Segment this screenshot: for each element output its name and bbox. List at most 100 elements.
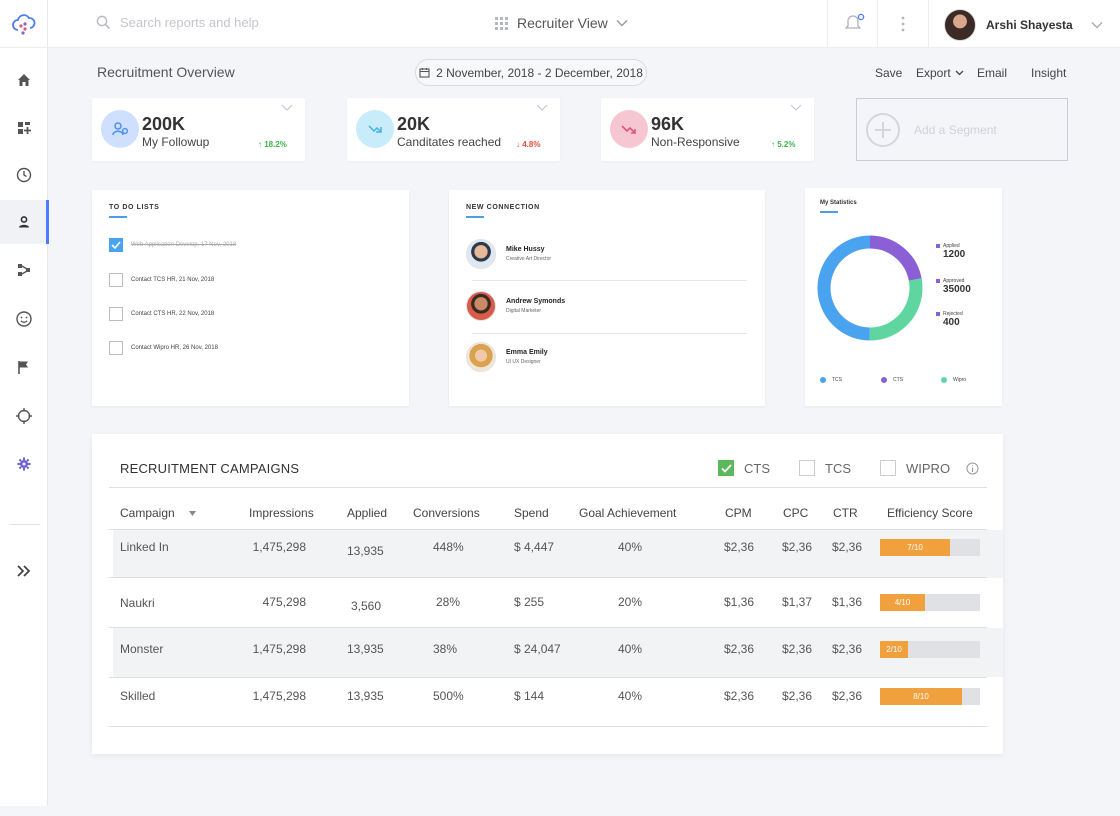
- chevron-down-icon[interactable]: [536, 104, 548, 111]
- todo-item[interactable]: Contact CTS HR, 22 Nov, 2018: [109, 307, 214, 321]
- sidebar-item-feedback[interactable]: [0, 297, 48, 341]
- legend-cts: CTS: [881, 377, 903, 383]
- todo-panel: TO DO LISTS Web Application Develop, 17 …: [92, 190, 409, 406]
- connection-item[interactable]: Mike Hussy Creative Art Director: [466, 239, 551, 269]
- column-header-cpm[interactable]: CPM: [725, 506, 752, 520]
- date-range-label: 2 November, 2018 - 2 December, 2018: [436, 65, 643, 80]
- table-row[interactable]: Naukri 475,298 3,560 28% $ 255 20% $1,36…: [113, 580, 1003, 628]
- cell-applied: 13,935: [347, 689, 384, 703]
- column-header-conversions[interactable]: Conversions: [413, 506, 480, 520]
- sidebar-item-reports[interactable]: [0, 345, 48, 389]
- stat-label: Rejected: [943, 311, 963, 317]
- todo-item[interactable]: Contact Wipro HR, 26 Nov, 2018: [109, 341, 218, 355]
- column-header-efficiency[interactable]: Efficiency Score: [887, 506, 973, 520]
- connection-title: NEW CONNECTION: [466, 204, 540, 211]
- check-icon: [720, 463, 732, 473]
- user-menu[interactable]: Arshi Shayesta: [944, 9, 1103, 41]
- avatar: [944, 9, 976, 41]
- table-row[interactable]: Monster 1,475,298 13,935 38% $ 24,047 40…: [113, 628, 1003, 677]
- cell-conversions: 38%: [433, 642, 458, 656]
- kpi-change: ↑ 5.2%: [771, 140, 796, 149]
- chevron-down-icon[interactable]: [281, 104, 293, 111]
- statistics-donut-chart: [817, 235, 923, 341]
- kpi-card-followup[interactable]: 200K My Followup ↑ 18.2%: [92, 98, 305, 161]
- cell-impressions: 475,298: [262, 595, 306, 609]
- target-icon: [16, 408, 32, 424]
- efficiency-bar-fill: [880, 688, 962, 705]
- calendar-icon: [419, 68, 430, 78]
- efficiency-label: 4/10: [894, 598, 911, 607]
- column-header-impressions[interactable]: Impressions: [249, 506, 314, 520]
- notifications-button[interactable]: [843, 13, 865, 38]
- table-row[interactable]: Linked In 1,475,298 13,935 448% $ 4,447 …: [113, 530, 1003, 578]
- sidebar-expand-button[interactable]: [0, 549, 48, 593]
- todo-text: Contact TCS HR, 21 Nov, 2018: [131, 277, 215, 283]
- filter-checkbox[interactable]: [799, 460, 815, 476]
- sidebar-item-settings[interactable]: [0, 442, 48, 486]
- sidebar-item-users[interactable]: [0, 200, 49, 244]
- connection-role: Creative Art Director: [506, 256, 552, 262]
- kpi-label: Canditates reached: [397, 135, 502, 149]
- sidebar: [0, 0, 49, 806]
- stat-rejected: Rejected 400: [936, 311, 963, 328]
- statistics-panel: My Statistics Applied 1200 Approved 3500…: [805, 188, 1002, 406]
- column-header-goal[interactable]: Goal Achievement: [579, 506, 677, 520]
- divider: [472, 280, 747, 281]
- add-segment-button[interactable]: Add a Segment: [856, 98, 1068, 161]
- todo-title: TO DO LISTS: [109, 204, 160, 211]
- cell-campaign: Skilled: [120, 689, 156, 703]
- filter-checkbox[interactable]: [880, 460, 896, 476]
- todo-checkbox[interactable]: [109, 341, 123, 355]
- todo-checkbox[interactable]: [109, 273, 123, 287]
- connection-item[interactable]: Andrew Symonds Digital Marketer: [466, 291, 565, 321]
- cell-conversions: 448%: [433, 540, 464, 554]
- app-logo[interactable]: [0, 0, 48, 48]
- kpi-card-reached[interactable]: 20K Canditates reached ↓ 4.8%: [347, 98, 560, 161]
- cell-spend: $ 255: [514, 595, 545, 609]
- filter-tcs[interactable]: TCS: [799, 460, 851, 476]
- cell-campaign: Naukri: [120, 596, 155, 610]
- connection-item[interactable]: Emma Emily UI UX Designer: [466, 342, 548, 372]
- column-header-applied[interactable]: Applied: [347, 506, 388, 520]
- more-options-button[interactable]: [900, 15, 906, 38]
- donut-slice-tcs: [817, 235, 923, 341]
- info-icon[interactable]: [966, 462, 979, 475]
- cell-spend: $ 4,447: [514, 540, 555, 554]
- export-dropdown[interactable]: Export: [916, 66, 964, 80]
- table-row[interactable]: Skilled 1,475,298 13,935 500% $ 144 40% …: [113, 678, 1003, 726]
- view-selector[interactable]: Recruiter View: [494, 15, 628, 31]
- column-header-spend[interactable]: Spend: [514, 506, 549, 520]
- insight-button[interactable]: Insight: [1031, 66, 1067, 80]
- date-range-picker[interactable]: 2 November, 2018 - 2 December, 2018: [415, 59, 647, 86]
- sidebar-item-home[interactable]: [0, 58, 48, 102]
- plus-circle-icon: [866, 113, 900, 147]
- column-header-cpc[interactable]: CPC: [783, 506, 809, 520]
- sidebar-divider: [10, 524, 40, 525]
- table-header-rule: [109, 529, 987, 530]
- filter-checkbox[interactable]: [718, 460, 734, 476]
- kpi-value: 200K: [142, 114, 186, 134]
- stat-approved: Approved 35000: [936, 278, 971, 295]
- sidebar-item-history[interactable]: [0, 153, 48, 197]
- stat-value: 1200: [943, 249, 966, 260]
- column-header-campaign[interactable]: Campaign: [120, 506, 196, 520]
- sidebar-item-workflow[interactable]: [0, 248, 48, 292]
- search-input[interactable]: [120, 15, 320, 30]
- column-header-ctr[interactable]: CTR: [833, 506, 858, 520]
- filter-cts[interactable]: CTS: [718, 460, 770, 476]
- cell-cpc: $1,37: [782, 595, 813, 609]
- sidebar-item-dashboard[interactable]: [0, 106, 48, 150]
- legend-dot: [881, 377, 887, 383]
- sidebar-item-targets[interactable]: [0, 394, 48, 438]
- todo-item[interactable]: Contact TCS HR, 21 Nov, 2018: [109, 273, 214, 287]
- todo-checkbox[interactable]: [109, 307, 123, 321]
- efficiency-bar-fill: [880, 539, 950, 556]
- filter-wipro[interactable]: WIPRO: [880, 460, 979, 476]
- chevron-down-icon[interactable]: [790, 104, 802, 111]
- todo-checkbox[interactable]: [109, 238, 123, 252]
- todo-item[interactable]: Web Application Develop, 17 Nov, 2018: [109, 238, 236, 252]
- cell-goal: 20%: [618, 595, 643, 609]
- email-button[interactable]: Email: [977, 66, 1008, 80]
- save-button[interactable]: Save: [875, 66, 903, 80]
- kpi-card-nonresponsive[interactable]: 96K Non-Responsive ↑ 5.2%: [601, 98, 814, 161]
